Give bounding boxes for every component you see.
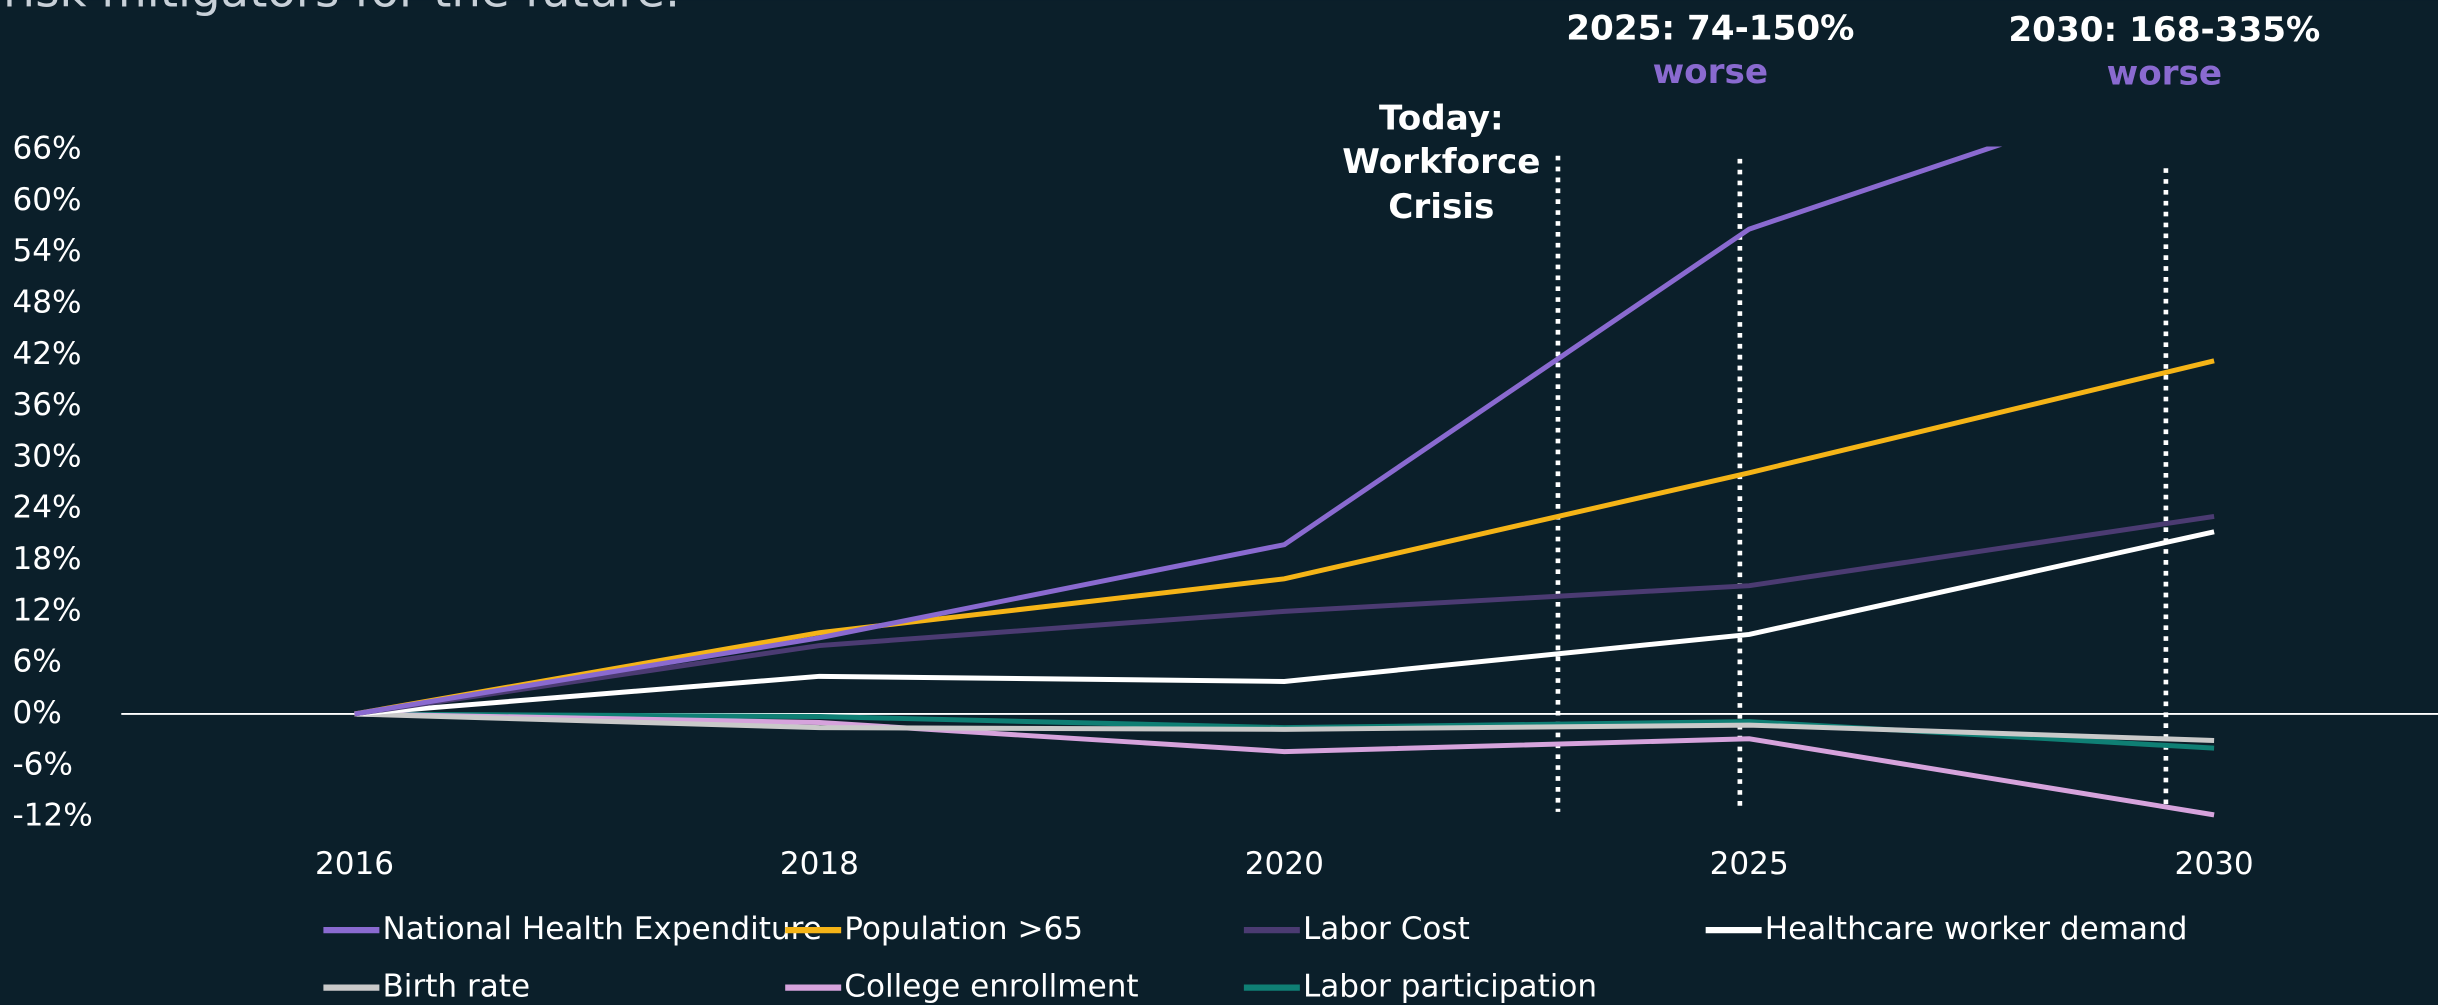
y-tick-label: 30%	[12, 438, 81, 474]
y-tick-label: 36%	[12, 387, 81, 423]
legend-label: College enrollment	[844, 969, 1138, 1005]
annotation: worse	[1653, 52, 1768, 92]
y-tick-label: -12%	[12, 798, 92, 834]
annotation: 2030: 168-335%	[2008, 10, 2320, 50]
legend-label: Birth rate	[382, 969, 530, 1005]
y-tick-label: 48%	[12, 284, 81, 320]
annotation: worse	[2107, 53, 2222, 93]
annotation: Crisis	[1388, 187, 1494, 227]
annotation: Today:	[1379, 99, 1504, 139]
y-tick-label: 18%	[12, 541, 81, 577]
heading: risk mitigators for the future.	[3, 0, 680, 18]
series-line	[354, 513, 2215, 717]
legend-label: Labor participation	[1303, 969, 1597, 1005]
series-line	[354, 529, 2215, 717]
legend-label: Labor Cost	[1303, 911, 1470, 947]
x-tick-label: 2025	[1710, 846, 1789, 882]
series-line	[354, 711, 2215, 818]
y-tick-label: 60%	[12, 182, 81, 218]
y-tick-label: 42%	[12, 336, 81, 372]
legend-label: National Health Expenditure	[382, 911, 821, 947]
plot-area	[354, 146, 2215, 818]
y-tick-label: 54%	[12, 233, 81, 269]
series-line	[354, 146, 2003, 717]
y-tick-label: 6%	[12, 644, 61, 680]
x-tick-label: 2016	[315, 846, 394, 882]
x-tick-label: 2030	[2175, 846, 2254, 882]
x-tick-label: 2020	[1245, 846, 1324, 882]
legend-label: Population >65	[844, 911, 1083, 947]
y-tick-label: 0%	[12, 695, 61, 731]
annotation: 2025: 74-150%	[1566, 8, 1854, 48]
series-line	[354, 358, 2215, 717]
y-tick-label: 66%	[12, 131, 81, 167]
annotation: Workforce	[1342, 142, 1540, 182]
legend-label: Healthcare worker demand	[1765, 911, 2188, 947]
y-tick-label: -6%	[12, 746, 73, 782]
x-tick-label: 2018	[780, 846, 859, 882]
y-tick-label: 24%	[12, 490, 81, 526]
series-line	[354, 711, 2215, 743]
y-tick-label: 12%	[12, 592, 81, 628]
